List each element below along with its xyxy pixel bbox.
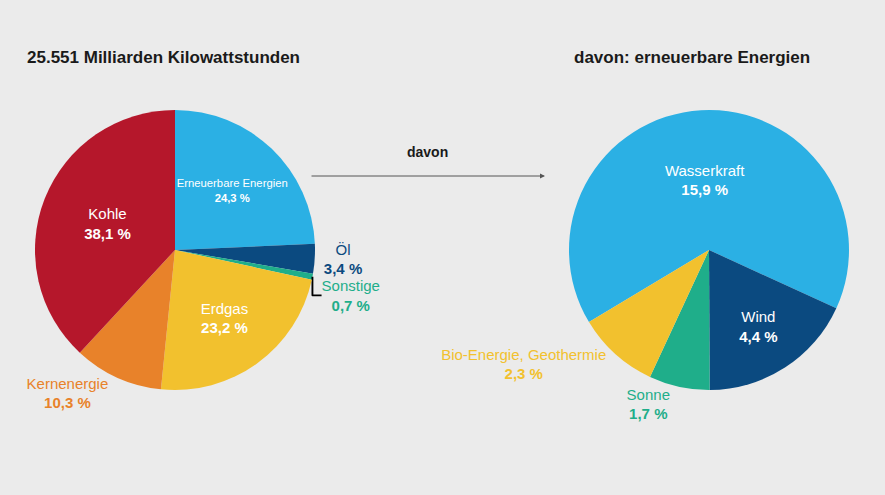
svg-text:Öl3,4 %: Öl3,4 %: [324, 241, 362, 277]
svg-text:Kernenergie10,3 %: Kernenergie10,3 %: [27, 375, 109, 412]
svg-text:Kohle38,1 %: Kohle38,1 %: [84, 205, 131, 242]
svg-text:Erdgas23,2 %: Erdgas23,2 %: [201, 300, 249, 337]
svg-text:Bio-Energie, Geothermie2,3 %: Bio-Energie, Geothermie2,3 %: [441, 346, 606, 383]
svg-text:Sonne1,7 %: Sonne1,7 %: [627, 386, 670, 423]
svg-text:davon: davon: [407, 144, 448, 160]
svg-text:davon: erneuerbare Energien: davon: erneuerbare Energien: [574, 48, 810, 67]
svg-text:Sonstige0,7 %: Sonstige0,7 %: [322, 277, 380, 314]
svg-text:25.551 Milliarden Kilowattstun: 25.551 Milliarden Kilowattstunden: [27, 48, 300, 67]
svg-text:Erneuerbare Energien24,3 %: Erneuerbare Energien24,3 %: [177, 177, 288, 204]
svg-text:Wasserkraft15,9 %: Wasserkraft15,9 %: [665, 162, 745, 199]
svg-text:Wind4,4 %: Wind4,4 %: [739, 308, 777, 345]
